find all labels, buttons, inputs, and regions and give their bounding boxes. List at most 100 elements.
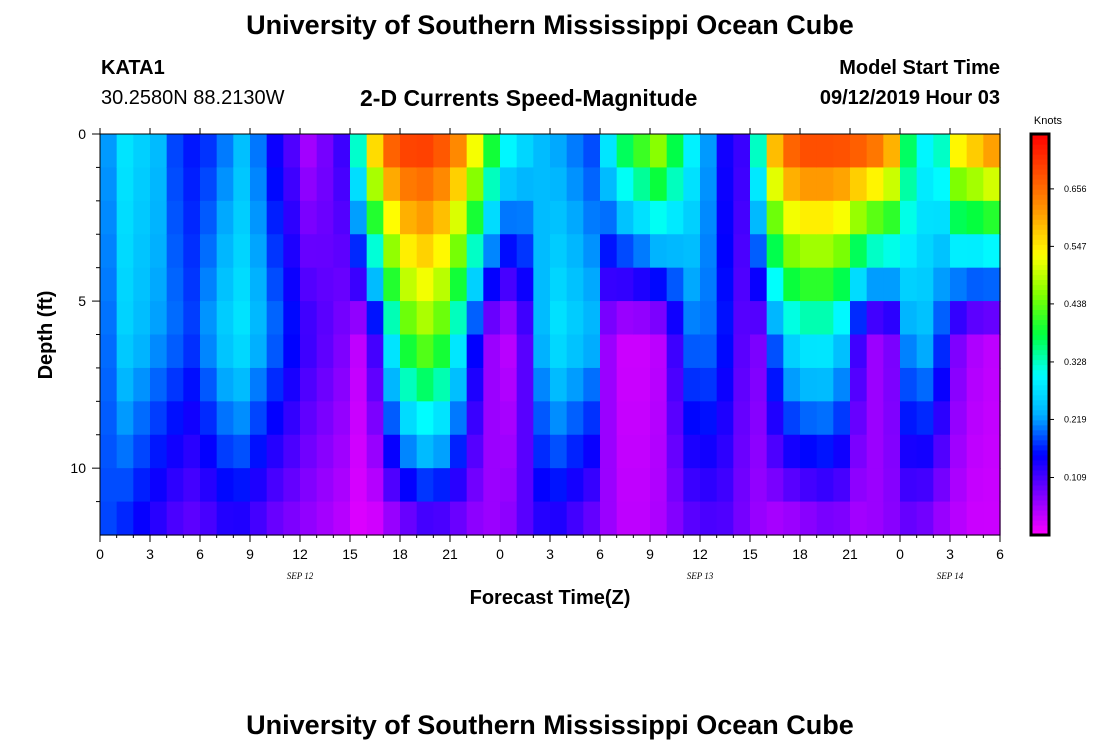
- heatmap-cell: [333, 167, 351, 202]
- heatmap-cell: [350, 434, 368, 469]
- colorbar-segment: [1031, 419, 1049, 426]
- heatmap-cell: [750, 200, 768, 235]
- heatmap-cell: [333, 301, 351, 336]
- colorbar-frame: [1029, 132, 1051, 537]
- heatmap-cell: [483, 367, 501, 402]
- heatmap-cell: [550, 367, 568, 402]
- date-label: SEP 12: [287, 571, 314, 581]
- heatmap-cell: [283, 434, 301, 469]
- heatmap-cell: [133, 367, 151, 402]
- heatmap-cell: [133, 167, 151, 202]
- heatmap-cell: [216, 334, 234, 369]
- heatmap-cell: [116, 401, 134, 436]
- heatmap-cell: [116, 501, 134, 536]
- heatmap-cell: [450, 468, 468, 503]
- heatmap-cell: [600, 367, 618, 402]
- heatmap-cell: [116, 434, 134, 469]
- colorbar-segment: [1031, 259, 1049, 265]
- heatmap-cell: [383, 200, 401, 235]
- colorbar-segment: [1031, 229, 1049, 235]
- heatmap-cell: [150, 401, 168, 436]
- heatmap-cell: [100, 401, 118, 436]
- heatmap-cell: [766, 334, 784, 369]
- colorbar-segment: [1031, 309, 1049, 316]
- heatmap-cell: [966, 401, 984, 436]
- colorbar-segment: [1031, 524, 1049, 531]
- heatmap-cell: [983, 501, 1001, 536]
- heatmap-cell: [350, 234, 368, 269]
- heatmap-cell: [833, 367, 851, 402]
- heatmap-cell: [366, 501, 384, 536]
- heatmap-cell: [816, 134, 834, 169]
- heatmap-cell: [183, 468, 201, 503]
- heatmap-cell: [916, 301, 934, 336]
- heatmap-cell: [333, 434, 351, 469]
- heatmap-cell: [616, 434, 634, 469]
- colorbar-segment: [1031, 304, 1049, 311]
- heatmap-cell: [750, 501, 768, 536]
- heatmap-cell: [833, 301, 851, 336]
- heatmap-cell: [483, 401, 501, 436]
- heatmap-cell: [200, 334, 218, 369]
- heatmap-cell: [250, 401, 268, 436]
- colorbar-segment: [1031, 444, 1049, 451]
- heatmap-cell: [466, 468, 484, 503]
- colorbar-segment: [1031, 329, 1049, 336]
- heatmap-cell: [850, 434, 868, 469]
- colorbar-segment: [1031, 404, 1049, 411]
- heatmap-cell: [850, 167, 868, 202]
- heatmap-cell: [650, 134, 668, 169]
- heatmap-cell: [216, 200, 234, 235]
- heatmap-cell: [183, 301, 201, 336]
- heatmap-cell: [650, 234, 668, 269]
- heatmap-cell: [216, 167, 234, 202]
- heatmap-cell: [533, 501, 551, 536]
- heatmap-cell: [683, 401, 701, 436]
- heatmap-cell: [750, 468, 768, 503]
- heatmap-cell: [266, 468, 284, 503]
- heatmap-cell: [450, 301, 468, 336]
- heatmap-cell: [316, 468, 334, 503]
- colorbar-segment: [1031, 134, 1049, 140]
- heatmap-cell: [650, 267, 668, 302]
- heatmap-cell: [566, 468, 584, 503]
- heatmap-cell: [600, 200, 618, 235]
- heatmap-cell: [400, 434, 418, 469]
- heatmap-cell: [183, 167, 201, 202]
- colorbar-segment: [1031, 194, 1049, 200]
- heatmap-cell: [283, 134, 301, 169]
- heatmap-cell: [700, 167, 718, 202]
- heatmap-cell: [366, 434, 384, 469]
- heatmap-cell: [433, 234, 451, 269]
- heatmap-cell: [216, 301, 234, 336]
- heatmap-cell: [416, 501, 434, 536]
- heatmap-cell: [483, 134, 501, 169]
- colorbar-segment: [1031, 139, 1049, 145]
- heatmap-cell: [983, 434, 1001, 469]
- heatmap-cell: [400, 234, 418, 269]
- heatmap-cell: [566, 167, 584, 202]
- heatmap-cell: [200, 501, 218, 536]
- heatmap-cell: [233, 134, 251, 169]
- heatmap-cell: [516, 401, 534, 436]
- colorbar-segment: [1031, 249, 1049, 255]
- heatmap-cell: [666, 401, 684, 436]
- heatmap-cell: [450, 234, 468, 269]
- colorbar-segment: [1031, 294, 1049, 301]
- heatmap-cell: [600, 468, 618, 503]
- heatmap-cell: [166, 501, 184, 536]
- heatmap-cell: [683, 267, 701, 302]
- heatmap-cell: [800, 200, 818, 235]
- heatmap-cell: [783, 200, 801, 235]
- heatmap-cell: [466, 334, 484, 369]
- heatmap-cell: [150, 167, 168, 202]
- heatmap-cell: [683, 200, 701, 235]
- heatmap-cell: [100, 301, 118, 336]
- heatmap-cell: [150, 334, 168, 369]
- colorbar-segment: [1031, 254, 1049, 260]
- heatmap-cell: [316, 401, 334, 436]
- colorbar-segment: [1031, 169, 1049, 175]
- heatmap-cell: [516, 367, 534, 402]
- heatmap-cell: [450, 501, 468, 536]
- heatmap-cell: [133, 401, 151, 436]
